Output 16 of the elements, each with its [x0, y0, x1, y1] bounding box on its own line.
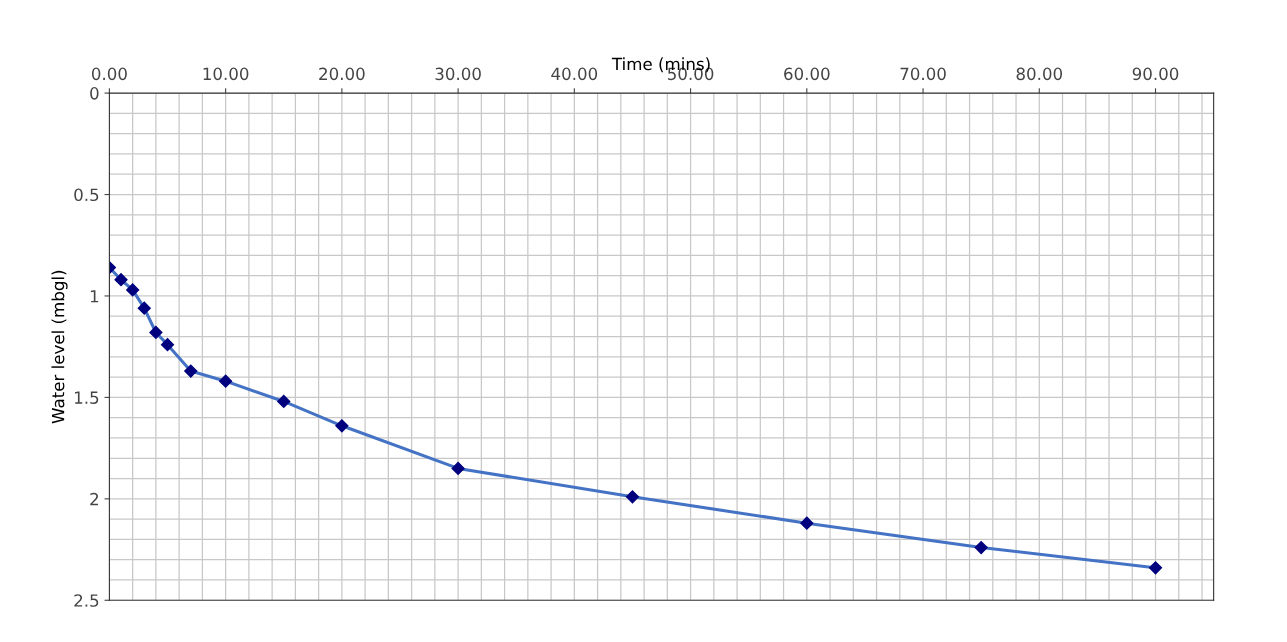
- x-tick-label: 40.00: [551, 67, 598, 81]
- x-tick-label: 70.00: [900, 67, 946, 81]
- x-tick-label: 20.00: [319, 67, 365, 81]
- y-axis-title: Water level (mbgl): [51, 270, 68, 424]
- x-tick-label: 30.00: [435, 67, 481, 81]
- x-tick-label: 60.00: [784, 67, 830, 81]
- x-tick-label: 10.00: [203, 67, 249, 81]
- y-tick-label: 2.5: [74, 594, 99, 607]
- y-tick-label: 1.5: [75, 391, 99, 404]
- y-tick-label: 0: [90, 87, 99, 100]
- x-tick-label: 0.00: [91, 67, 127, 81]
- y-tick-label: 1: [90, 290, 99, 303]
- x-tick-label: 90.00: [1132, 67, 1179, 81]
- y-tick-label: 0.5: [74, 188, 99, 202]
- y-tick-label: 2: [90, 492, 98, 506]
- x-tick-label: 80.00: [1016, 67, 1063, 81]
